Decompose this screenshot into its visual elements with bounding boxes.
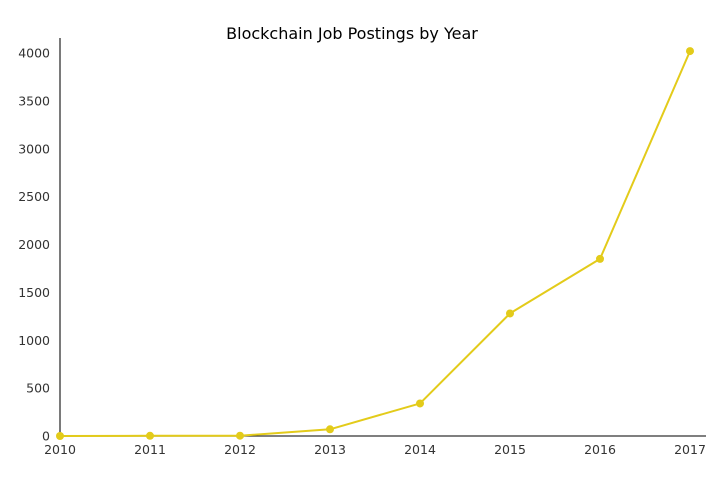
y-tick-label: 0 [42,429,50,444]
data-point [416,399,424,408]
series-group [56,47,694,440]
y-tick-label: 2500 [18,189,50,204]
data-point [326,425,334,434]
y-tick-label: 1500 [18,285,50,300]
x-tick-label: 2013 [314,442,346,457]
data-point [56,432,64,440]
y-tick-label: 3000 [18,141,50,156]
x-tick-label: 2010 [44,442,76,457]
data-point [596,254,604,263]
x-tick-label: 2014 [404,442,436,457]
data-point [236,431,244,440]
x-tick-label: 2015 [494,442,526,457]
y-tick-label: 2000 [18,237,50,252]
data-point [146,431,154,440]
y-tick-label: 1000 [18,333,50,348]
y-tick-label: 3500 [18,93,50,108]
y-tick-label: 500 [26,381,50,396]
data-point [686,47,694,56]
x-tick-label: 2017 [674,442,706,457]
x-tick-label: 2016 [584,442,616,457]
y-tick-label: 4000 [18,46,50,61]
data-point [506,309,514,318]
series-line [59,50,691,437]
y-tick-labels: 0 500 1000 1500 2000 2500 3000 3500 4000 [18,46,50,444]
chart-title: Blockchain Job Postings by Year [226,24,478,43]
x-tick-labels: 2010 2011 2012 2013 2014 2015 2016 2017 [44,442,706,457]
x-tick-label: 2012 [224,442,256,457]
x-tick-label: 2011 [134,442,166,457]
